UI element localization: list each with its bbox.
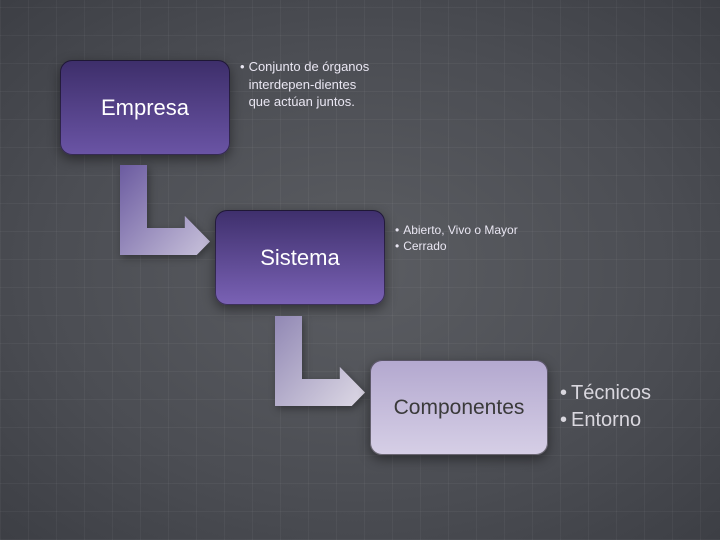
bullet-icon: • <box>560 380 567 407</box>
bullets-componentes: • Técnicos • Entorno <box>560 380 710 434</box>
arrow-sistema-componentes <box>275 316 365 406</box>
bullets-sistema: • Abierto, Vivo o Mayor • Cerrado <box>395 222 525 254</box>
bullet-row: • Abierto, Vivo o Mayor <box>395 222 525 238</box>
bullet-text: Cerrado <box>403 238 446 254</box>
node-componentes-label: Componentes <box>394 396 525 420</box>
arrow-empresa-sistema <box>120 165 210 255</box>
bullet-icon: • <box>560 407 567 434</box>
node-empresa-label: Empresa <box>101 95 189 121</box>
bullet-text: Conjunto de órganos interdepen-dientes q… <box>249 58 380 111</box>
node-componentes: Componentes <box>370 360 548 455</box>
bullet-icon: • <box>240 58 245 111</box>
bullet-row: • Técnicos <box>560 380 710 407</box>
bullet-row: • Conjunto de órganos interdepen-dientes… <box>240 58 380 111</box>
bullet-row: • Cerrado <box>395 238 525 254</box>
node-sistema-label: Sistema <box>260 245 339 271</box>
node-empresa: Empresa <box>60 60 230 155</box>
bullet-icon: • <box>395 238 399 254</box>
bullet-icon: • <box>395 222 399 238</box>
bullet-text: Técnicos <box>571 380 651 407</box>
bullet-row: • Entorno <box>560 407 710 434</box>
bullet-text: Abierto, Vivo o Mayor <box>403 222 518 238</box>
bullet-text: Entorno <box>571 407 641 434</box>
bullets-empresa: • Conjunto de órganos interdepen-dientes… <box>240 58 380 111</box>
node-sistema: Sistema <box>215 210 385 305</box>
